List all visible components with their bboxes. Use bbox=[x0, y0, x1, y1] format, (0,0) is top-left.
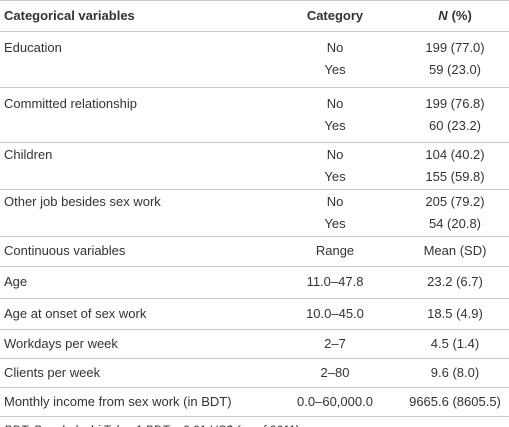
footnote: BDT, Bangladeshi Taka; 1 BDT ≈ 0.01 US$ … bbox=[4, 422, 302, 427]
range-cell: 0.0–60,000.0 bbox=[297, 393, 373, 409]
rule bbox=[0, 142, 509, 143]
rule bbox=[0, 387, 509, 388]
value-cell: 155 (59.8) bbox=[425, 168, 485, 184]
category-cell: No bbox=[326, 95, 344, 111]
header-text: (%) bbox=[451, 8, 472, 23]
value-cell: 18.5 (4.9) bbox=[427, 305, 483, 321]
value-cell: 205 (79.2) bbox=[425, 193, 485, 209]
row-label: Age bbox=[4, 274, 28, 289]
range-cell: 10.0–45.0 bbox=[306, 305, 364, 321]
rule bbox=[0, 329, 509, 330]
header-cell: Category bbox=[306, 8, 364, 23]
value-cell: 23.2 (6.7) bbox=[427, 274, 483, 289]
value-cell: 54 (20.8) bbox=[428, 215, 482, 231]
rule bbox=[0, 189, 509, 190]
category-cell: Yes bbox=[324, 168, 346, 184]
value-cell: 59 (23.0) bbox=[428, 62, 482, 77]
section-header: Mean (SD) bbox=[423, 243, 487, 258]
value-cell: 199 (76.8) bbox=[425, 95, 485, 111]
rule bbox=[0, 416, 509, 417]
row-label: Committed relationship bbox=[4, 95, 137, 111]
row-label: Age at onset of sex work bbox=[4, 305, 147, 321]
category-cell: Yes bbox=[324, 215, 346, 231]
rule bbox=[0, 236, 509, 237]
category-cell: No bbox=[326, 193, 344, 209]
section-header: Continuous variables bbox=[4, 243, 126, 258]
range-cell: 2–7 bbox=[324, 335, 346, 351]
row-label: Workdays per week bbox=[4, 335, 118, 351]
category-cell: No bbox=[326, 146, 344, 162]
category-cell: Yes bbox=[324, 117, 346, 133]
rule bbox=[0, 87, 509, 88]
header-cell: N (%) bbox=[385, 8, 509, 24]
value-cell: 9665.6 (8605.5) bbox=[409, 393, 501, 409]
header-text: N bbox=[438, 8, 448, 23]
rule bbox=[0, 298, 509, 299]
row-label: Education bbox=[4, 40, 62, 55]
rule bbox=[0, 358, 509, 359]
row-label: Monthly income from sex work (in BDT) bbox=[4, 393, 232, 409]
value-cell: 60 (23.2) bbox=[428, 117, 482, 133]
value-cell: 199 (77.0) bbox=[425, 40, 485, 55]
category-cell: No bbox=[326, 40, 344, 55]
rule bbox=[0, 31, 509, 32]
range-cell: 2–80 bbox=[320, 364, 350, 380]
row-label: Other job besides sex work bbox=[4, 193, 161, 209]
section-header: Range bbox=[315, 243, 355, 258]
range-cell: 11.0–47.8 bbox=[306, 274, 364, 289]
category-cell: Yes bbox=[324, 62, 346, 77]
value-cell: 104 (40.2) bbox=[425, 146, 485, 162]
row-label: Children bbox=[4, 146, 53, 162]
value-cell: 9.6 (8.0) bbox=[430, 364, 480, 380]
row-label: Clients per week bbox=[4, 364, 101, 380]
rule bbox=[0, 0, 509, 1]
rule bbox=[0, 266, 509, 267]
header-cell: Categorical variables bbox=[4, 8, 135, 23]
value-cell: 4.5 (1.4) bbox=[430, 335, 480, 351]
